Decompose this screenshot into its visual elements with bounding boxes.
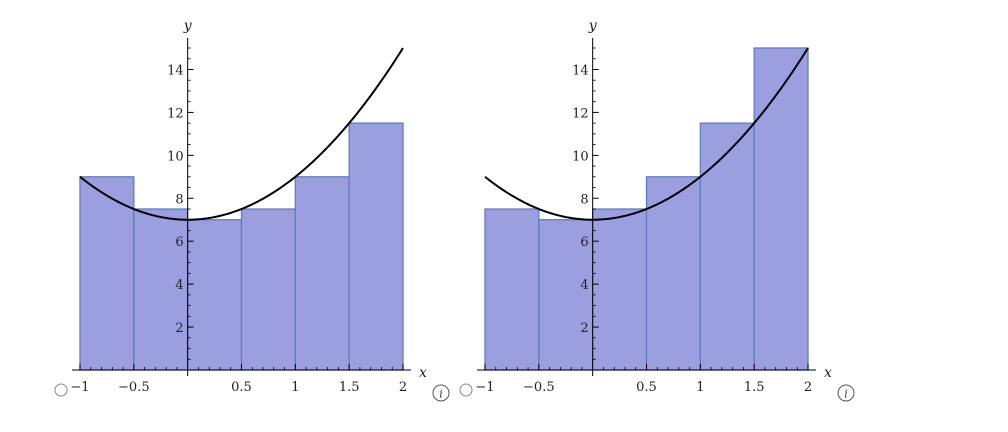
- x-axis-label: x: [824, 365, 832, 381]
- y-tick-label: 14: [572, 63, 589, 78]
- y-tick-label: 10: [167, 149, 184, 164]
- y-tick-label: 6: [175, 235, 183, 250]
- y-tick-label: 8: [175, 192, 183, 207]
- y-tick-label: 10: [572, 149, 589, 164]
- x-tick-label: 1: [696, 380, 704, 395]
- riemann-bar: [699, 122, 755, 371]
- x-tick-label: 0.5: [231, 380, 252, 395]
- x-tick-label: 1.5: [744, 380, 765, 395]
- y-tick-label: 4: [175, 278, 183, 293]
- info-icon[interactable]: i: [837, 384, 855, 402]
- x-tick-label: 1.5: [339, 380, 360, 395]
- riemann-bar: [484, 208, 540, 371]
- info-icon-circle: [432, 384, 450, 402]
- riemann-bar: [133, 208, 189, 371]
- riemann-bar: [753, 47, 809, 371]
- riemann-bar: [538, 219, 594, 371]
- function-curve: [79, 47, 404, 221]
- y-tick-label: 6: [580, 235, 588, 250]
- riemann-bar: [592, 208, 648, 371]
- info-icon-label: i: [439, 388, 443, 401]
- x-tick-label: 2: [804, 380, 812, 395]
- riemann-bar: [240, 208, 296, 371]
- y-tick-label: 2: [175, 321, 183, 336]
- x-tick-label: 2: [399, 380, 407, 395]
- riemann-bar: [294, 176, 350, 371]
- info-icon[interactable]: i: [432, 384, 450, 402]
- y-tick-label: 2: [580, 321, 588, 336]
- info-icon-label: i: [844, 388, 848, 401]
- x-tick-label: −0.5: [523, 380, 555, 395]
- y-axis-label: y: [183, 18, 193, 34]
- x-tick-label: 1: [291, 380, 299, 395]
- riemann-bar: [187, 219, 243, 371]
- riemann-bar: [79, 176, 135, 371]
- x-tick-label: −0.5: [118, 380, 150, 395]
- y-tick-label: 4: [580, 278, 588, 293]
- x-axis-label: x: [419, 365, 427, 381]
- x-tick-label: −1: [475, 380, 494, 395]
- function-curve: [484, 47, 809, 221]
- x-tick-label: −1: [70, 380, 89, 395]
- x-tick-label: 0.5: [636, 380, 657, 395]
- y-tick-label: 14: [167, 63, 184, 78]
- y-tick-label: 8: [580, 192, 588, 207]
- y-axis-label: y: [588, 18, 598, 34]
- info-icon-circle: [837, 384, 855, 402]
- riemann-bar: [645, 176, 701, 371]
- riemann-bar: [348, 122, 404, 371]
- y-tick-label: 12: [572, 106, 589, 121]
- y-tick-label: 12: [167, 106, 184, 121]
- radio-icon[interactable]: [459, 383, 473, 397]
- radio-icon[interactable]: [54, 383, 68, 397]
